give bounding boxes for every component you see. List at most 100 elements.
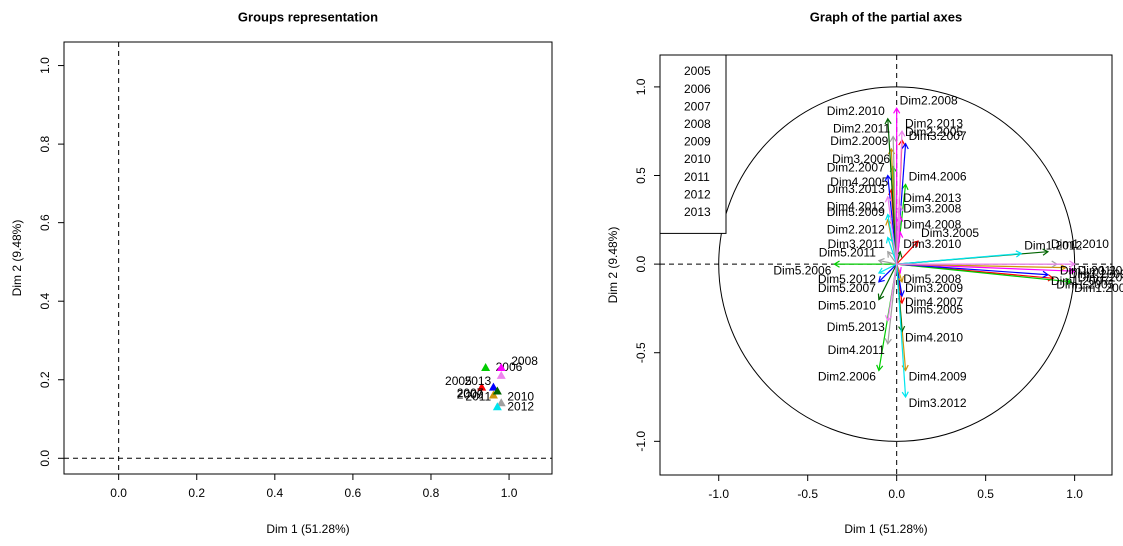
arrow-label: Dim3.2010 bbox=[903, 237, 961, 251]
arrow bbox=[896, 205, 901, 265]
arrow-label: Dim4.2008 bbox=[903, 217, 961, 231]
legend-label: 2005 bbox=[684, 64, 711, 78]
legend-box bbox=[659, 54, 727, 234]
point bbox=[477, 382, 487, 391]
chart-title: Graph of the partial axes bbox=[810, 9, 962, 24]
arrow bbox=[892, 136, 898, 265]
arrow bbox=[878, 259, 897, 265]
point-label: 2010 bbox=[507, 390, 534, 404]
arrow-head bbox=[885, 236, 893, 244]
legend-label: 2012 bbox=[684, 187, 711, 201]
y-tick-label: 0.8 bbox=[38, 135, 52, 152]
arrow-head bbox=[901, 142, 909, 150]
point-label: 2013 bbox=[465, 374, 492, 388]
legend-label: 2011 bbox=[684, 170, 710, 184]
point bbox=[481, 362, 491, 371]
arrow-label: Dim2.2007 bbox=[827, 161, 885, 175]
point bbox=[496, 370, 506, 379]
arrow-label: Dim1.2007 bbox=[1051, 274, 1109, 288]
arrow-label: Dim4.2013 bbox=[903, 191, 961, 205]
legend-label: 2010 bbox=[684, 152, 711, 166]
arrow-label: Dim2.2011 bbox=[833, 122, 890, 136]
point-label: 2008 bbox=[511, 354, 538, 368]
arrow-head bbox=[1042, 248, 1050, 256]
arrow bbox=[887, 237, 898, 265]
arrow-head bbox=[1069, 260, 1076, 268]
arrow-head bbox=[884, 117, 892, 125]
arrow-label: Dim5.2008 bbox=[903, 272, 961, 286]
arrow-head bbox=[893, 107, 901, 114]
arrow-label: Dim3.2012 bbox=[909, 396, 967, 410]
arrow-label: Dim2.2010 bbox=[827, 104, 885, 118]
arrow-label: Dim2.2012 bbox=[827, 223, 885, 237]
arrow-label: Dim1.2013 bbox=[1078, 263, 1123, 277]
arrow-label: Dim1.2010 bbox=[1051, 237, 1109, 251]
arrow-label: Dim1.2009 bbox=[1069, 267, 1123, 281]
arrow-head bbox=[876, 364, 884, 372]
arrow-label: Dim3.2007 bbox=[909, 129, 967, 143]
arrow-head bbox=[1015, 250, 1023, 258]
legend-label: 2006 bbox=[684, 82, 711, 96]
point-label: 2009 bbox=[457, 388, 484, 402]
arrow bbox=[887, 264, 898, 321]
point-label: 2007 bbox=[457, 386, 484, 400]
arrow-label: Dim5.2010 bbox=[818, 299, 876, 313]
y-tick-label: 0.2 bbox=[38, 371, 52, 388]
point bbox=[492, 386, 502, 395]
arrow-label: Dim5.2012 bbox=[818, 272, 876, 286]
arrow-head bbox=[898, 325, 906, 333]
x-tick-label: 0.4 bbox=[266, 486, 283, 500]
legend-label: 2008 bbox=[684, 117, 711, 131]
arrow-label: Dim1.2008 bbox=[1078, 270, 1123, 284]
arrow bbox=[887, 251, 898, 265]
arrow-label: Dim5.2009 bbox=[827, 205, 885, 219]
arrow-label: Dim4.2006 bbox=[909, 170, 967, 184]
arrow bbox=[887, 196, 898, 265]
y-tick-label: 1.0 bbox=[634, 78, 648, 95]
point-label: 2011 bbox=[465, 389, 491, 403]
arrow-head bbox=[901, 183, 909, 191]
y-axis-label: Dim 2 (9.48%) bbox=[606, 227, 620, 304]
legend-label: 2013 bbox=[684, 205, 711, 219]
point-label: 2012 bbox=[507, 399, 534, 413]
arrow bbox=[878, 263, 898, 300]
x-tick-label: 0.8 bbox=[423, 486, 440, 500]
x-tick-label: 1.0 bbox=[1066, 487, 1083, 501]
arrow-label: Dim3.2006 bbox=[832, 152, 890, 166]
arrow-head bbox=[898, 130, 906, 137]
point bbox=[492, 402, 502, 411]
arrow bbox=[896, 263, 1072, 283]
arrow-head bbox=[884, 195, 892, 203]
y-tick-label: -0.5 bbox=[634, 342, 648, 363]
y-tick-label: 0.5 bbox=[634, 167, 648, 184]
arrow-head bbox=[901, 391, 909, 399]
arrow-label: Dim4.2009 bbox=[909, 370, 967, 384]
x-tick-label: 0.6 bbox=[345, 486, 362, 500]
point-label: 2005 bbox=[445, 374, 472, 388]
arrow-head bbox=[887, 250, 894, 258]
arrow-label: Dim5.2005 bbox=[905, 302, 963, 316]
panel: Graph of the partial axes Dim 1 (51.28%) D… bbox=[606, 9, 1123, 536]
arrow-head bbox=[884, 315, 893, 322]
arrow-label: Dim1.2006 bbox=[1074, 281, 1123, 295]
x-tick-label: -1.0 bbox=[708, 487, 729, 501]
y-axis-label: Dim 2 (9.48%) bbox=[10, 220, 24, 297]
x-tick-label: 0.2 bbox=[188, 486, 205, 500]
arrow-label: Dim4.2010 bbox=[905, 331, 963, 345]
y-tick-label: -1.0 bbox=[634, 431, 648, 452]
arrow-head bbox=[889, 135, 897, 143]
chart-title: Groups representation bbox=[238, 9, 378, 24]
x-tick-label: 0.0 bbox=[110, 486, 127, 500]
arrow-head bbox=[885, 218, 893, 226]
legend-label: 2007 bbox=[684, 99, 711, 113]
arrow-head bbox=[1069, 267, 1076, 275]
y-tick-label: 0.0 bbox=[634, 255, 648, 272]
arrow-head bbox=[833, 260, 840, 268]
arrow-head bbox=[884, 174, 892, 182]
x-tick-label: 0.5 bbox=[977, 487, 994, 501]
arrow-label: Dim3.2005 bbox=[921, 226, 979, 240]
arrow-label: Dim4.2012 bbox=[827, 200, 885, 214]
y-tick-label: 0.6 bbox=[38, 214, 52, 231]
arrow-head bbox=[1060, 263, 1067, 272]
